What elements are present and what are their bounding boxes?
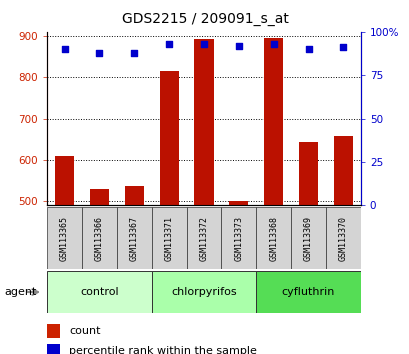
Point: [235, 43, 242, 48]
Bar: [47, 271, 151, 313]
Bar: [256, 207, 290, 269]
Bar: [263, 38, 283, 205]
Bar: [194, 39, 213, 205]
Bar: [229, 201, 248, 205]
Point: [305, 46, 311, 52]
Point: [61, 46, 68, 52]
Point: [166, 41, 172, 47]
Text: percentile rank within the sample: percentile rank within the sample: [69, 346, 256, 354]
Text: GSM113373: GSM113373: [234, 216, 243, 261]
Bar: [151, 207, 186, 269]
Bar: [290, 207, 325, 269]
Bar: [124, 186, 144, 205]
Text: GSM113372: GSM113372: [199, 216, 208, 261]
Text: count: count: [69, 326, 100, 336]
Point: [131, 50, 137, 56]
Text: GSM113370: GSM113370: [338, 216, 347, 261]
Bar: [186, 207, 221, 269]
Bar: [47, 207, 82, 269]
Point: [339, 45, 346, 50]
Bar: [47, 324, 60, 338]
Bar: [55, 156, 74, 205]
Bar: [117, 207, 151, 269]
Bar: [151, 271, 256, 313]
Bar: [333, 136, 352, 205]
Text: GSM113367: GSM113367: [130, 216, 138, 261]
Bar: [90, 189, 109, 205]
Text: control: control: [80, 287, 119, 297]
Bar: [256, 271, 360, 313]
Text: GSM113368: GSM113368: [269, 216, 277, 261]
Bar: [325, 207, 360, 269]
Text: GSM113369: GSM113369: [303, 216, 312, 261]
Text: GSM113365: GSM113365: [60, 216, 69, 261]
Bar: [298, 142, 317, 205]
Bar: [82, 207, 117, 269]
Text: GSM113366: GSM113366: [95, 216, 103, 261]
Point: [270, 41, 276, 47]
Text: cyfluthrin: cyfluthrin: [281, 287, 335, 297]
Text: GDS2215 / 209091_s_at: GDS2215 / 209091_s_at: [121, 12, 288, 27]
Bar: [47, 344, 60, 354]
Text: GSM113371: GSM113371: [164, 216, 173, 261]
Point: [200, 41, 207, 47]
Point: [96, 50, 103, 56]
Bar: [159, 71, 178, 205]
Text: agent: agent: [4, 287, 36, 297]
Bar: [221, 207, 256, 269]
Text: chlorpyrifos: chlorpyrifos: [171, 287, 236, 297]
